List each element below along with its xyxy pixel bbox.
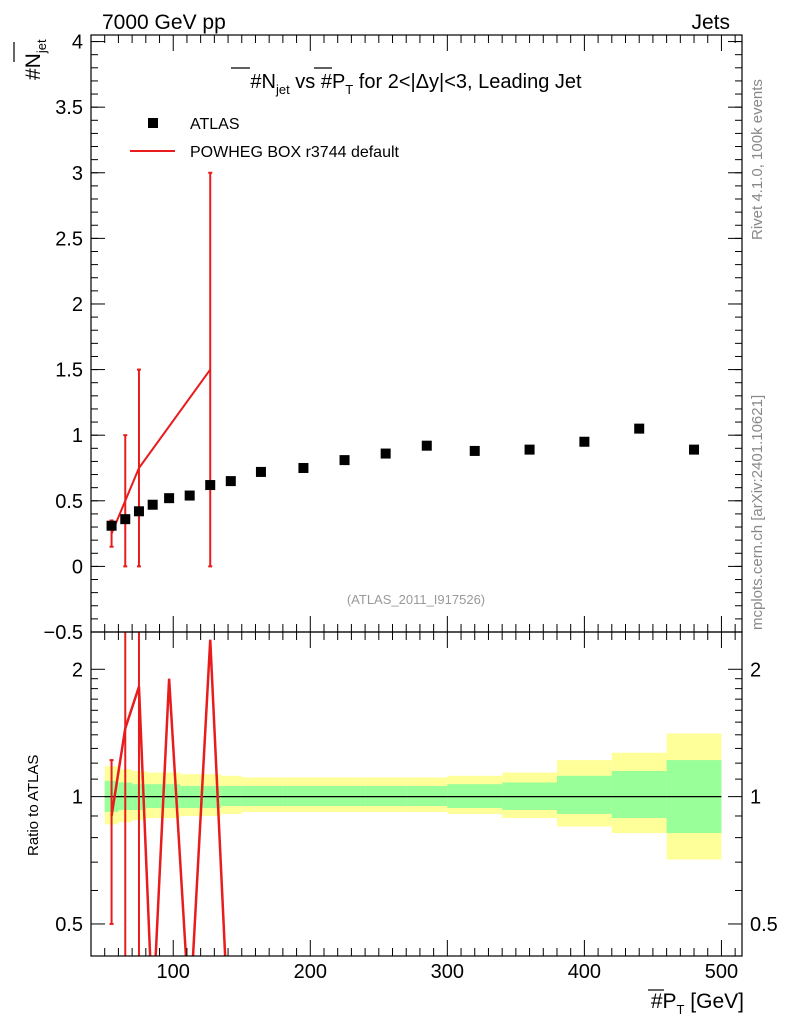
uncertainty-band-inner <box>221 785 242 807</box>
atlas-point <box>339 455 350 466</box>
top-ytick-label: 3 <box>72 163 83 185</box>
ratio-ytick-label-right: 1 <box>750 787 761 809</box>
legend-atlas-marker <box>148 118 158 128</box>
top-ytick-label: 3.5 <box>55 97 83 119</box>
header-energy-label: 7000 GeV pp <box>102 11 226 34</box>
ratio-ylabel: Ratio to ATLAS <box>25 755 42 856</box>
uncertainty-band-inner <box>282 785 324 807</box>
atlas-point <box>689 444 700 455</box>
atlas-point <box>225 476 236 487</box>
ratio-ytick-label: 1 <box>72 787 83 809</box>
top-ytick-label: 2.5 <box>55 228 83 250</box>
ratio-ytick-label-right: 0.5 <box>750 914 778 936</box>
bottom-axis-ticks: 0.5 0.5 1 1 2 2 100 200 300 400 500 <box>55 632 778 983</box>
atlas-point <box>524 444 535 455</box>
atlas-point <box>164 493 175 504</box>
uncertainty-band-inner <box>556 775 612 814</box>
ratio-bands <box>104 733 722 860</box>
top-data <box>106 171 700 568</box>
atlas-point <box>380 448 391 459</box>
atlas-point <box>133 506 144 517</box>
uncertainty-band-inner <box>241 785 283 807</box>
top-ytick-label: 4 <box>72 32 83 54</box>
uncertainty-band-inner <box>323 785 366 807</box>
uncertainty-band-inner <box>406 785 448 807</box>
xtick-label: 500 <box>705 961 738 983</box>
atlas-point <box>184 490 195 501</box>
ratio-powheg-line <box>110 639 227 956</box>
x-axis-label: #PT [GeV] <box>651 990 744 1017</box>
ratio-data <box>109 632 227 956</box>
top-ytick-label: 1 <box>72 425 83 447</box>
top-axis-ticks: −0.5 0 0.5 1 1.5 2 2.5 3 3.5 4 <box>44 32 742 644</box>
legend-atlas-label: ATLAS <box>190 116 240 133</box>
rivet-version-label: Rivet 4.1.0, 100k events <box>749 79 766 240</box>
ratio-ytick-label: 2 <box>72 659 83 681</box>
top-ytick-label: 0 <box>72 556 83 578</box>
bottom-panel-frame <box>90 631 743 957</box>
atlas-point <box>634 423 645 434</box>
uncertainty-band-inner <box>365 785 407 807</box>
top-panel-frame <box>90 34 743 633</box>
uncertainty-band-inner <box>611 770 667 819</box>
top-ylabel: #Njet <box>22 39 49 80</box>
top-ytick-label: 2 <box>72 294 83 316</box>
atlas-point <box>298 462 309 473</box>
legend-powheg-label: POWHEG BOX r3744 default <box>190 144 400 161</box>
top-ytick-label: 1.5 <box>55 360 83 382</box>
ratio-ytick-label: 0.5 <box>55 914 83 936</box>
xtick-label: 400 <box>568 961 601 983</box>
atlas-point <box>421 440 432 451</box>
analysis-watermark: (ATLAS_2011_I917526) <box>347 592 485 607</box>
atlas-point <box>469 445 480 456</box>
mcplots-label: mcplots.cern.ch [arXiv:2401.10621] <box>749 395 766 630</box>
atlas-point <box>579 436 590 447</box>
atlas-point <box>205 480 216 491</box>
legend: ATLAS POWHEG BOX r3744 default <box>130 116 400 161</box>
atlas-point <box>147 499 158 510</box>
xtick-label: 200 <box>294 961 327 983</box>
xtick-label: 100 <box>157 961 190 983</box>
atlas-point <box>120 514 131 525</box>
ratio-ytick-label-right: 2 <box>750 659 761 681</box>
header-jets-label: Jets <box>691 11 730 34</box>
atlas-point <box>106 520 117 531</box>
xtick-label: 300 <box>431 961 464 983</box>
top-ytick-label: −0.5 <box>44 622 83 644</box>
atlas-point <box>255 466 266 477</box>
top-ytick-label: 0.5 <box>55 491 83 513</box>
plot-title: #Njet vs #PT for 2<|Δy|<3, Leading Jet <box>250 71 582 97</box>
powheg-line <box>110 368 212 534</box>
